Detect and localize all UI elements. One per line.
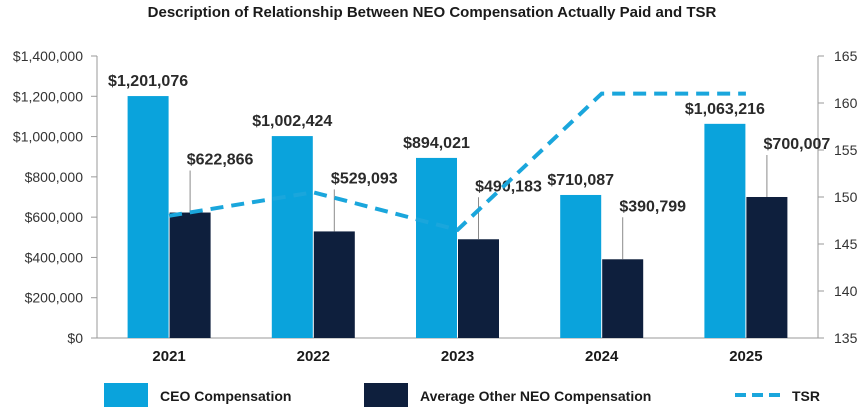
left-tick-label: $200,000 [25, 290, 84, 306]
right-tick-label: 155 [834, 142, 858, 158]
ceo-bar-2024 [560, 194, 602, 338]
left-tick-label: $1,000,000 [13, 129, 83, 145]
right-tick-label: 165 [834, 48, 858, 64]
category-label: 2025 [729, 348, 762, 365]
neo-value-label: $490,183 [475, 178, 542, 195]
chart-title: Description of Relationship Between NEO … [148, 4, 717, 21]
ceo-value-label: $1,201,076 [108, 73, 188, 90]
legend-swatch-ceo [104, 383, 148, 407]
neo-bar-2023 [458, 239, 499, 338]
neo-bar-2024 [602, 259, 644, 338]
category-label: 2023 [441, 348, 474, 365]
category-label: 2022 [297, 348, 330, 365]
right-tick-label: 140 [834, 283, 858, 299]
legend-swatch-neo [364, 383, 408, 407]
legend-label: TSR [792, 388, 820, 404]
ceo-bar-2025 [704, 123, 746, 338]
ceo-value-label: $1,002,424 [252, 113, 332, 130]
neo-value-label: $390,799 [619, 198, 686, 215]
ceo-value-label: $1,063,216 [685, 101, 765, 118]
ceo-value-label: $894,021 [403, 135, 470, 152]
neo-bar-2021 [169, 212, 211, 338]
neo-value-label: $700,007 [764, 136, 831, 153]
neo-value-label: $622,866 [187, 152, 254, 169]
category-label: 2024 [585, 348, 619, 365]
left-tick-label: $600,000 [25, 209, 84, 225]
ceo-bar-2022 [271, 136, 313, 338]
ceo-value-label: $710,087 [547, 172, 614, 189]
ceo-bar-2023 [416, 157, 457, 338]
legend-label: CEO Compensation [160, 388, 291, 404]
plot-area: $0 $200,000 $400,000 $600,000 $800,000 $1,000… [13, 48, 858, 365]
ceo-bar-2021 [127, 96, 169, 339]
category-label: 2021 [152, 348, 185, 365]
left-tick-label: $1,400,000 [13, 48, 83, 64]
left-tick-label: $1,200,000 [13, 88, 83, 104]
right-tick-label: 150 [834, 189, 858, 205]
legend-label: Average Other NEO Compensation [420, 388, 651, 404]
neo-bar-2022 [313, 231, 355, 338]
left-tick-label: $800,000 [25, 169, 84, 185]
neo-value-label: $529,093 [331, 170, 398, 187]
legend: CEO Compensation Average Other NEO Compen… [104, 383, 820, 407]
left-tick-label: $400,000 [25, 249, 84, 265]
right-tick-label: 160 [834, 95, 858, 111]
right-tick-label: 145 [834, 236, 858, 252]
neo-bar-2025 [746, 196, 788, 338]
left-tick-label: $0 [67, 330, 83, 346]
right-tick-label: 135 [834, 330, 858, 346]
